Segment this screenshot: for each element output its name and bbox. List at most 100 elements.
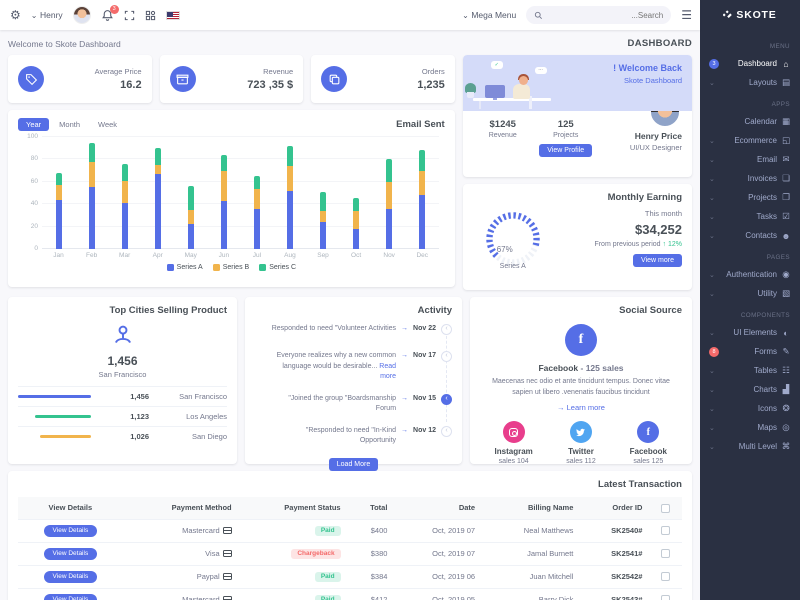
chevron-down-icon: ⌄ (709, 137, 715, 145)
y-tick-label: 20 (30, 222, 38, 230)
row-checkbox[interactable] (660, 595, 670, 600)
select-all-header (648, 497, 682, 520)
chevron-down-icon: ⌄ (709, 386, 715, 394)
sidebar-item-invoices[interactable]: ⌄ Invoices ❏ (709, 169, 791, 188)
sidebar-item-label: UI Elements (733, 328, 777, 337)
gauge-arc (485, 212, 540, 266)
x-label: Jun (218, 252, 230, 259)
column-header-payment-method: Payment Method (122, 497, 238, 520)
load-more-button[interactable]: Load More (328, 457, 379, 471)
stat-value: 1,235 (417, 79, 445, 91)
account-sales: sales 112 (566, 458, 596, 465)
learn-more-link[interactable]: → Learn more (557, 403, 605, 412)
x-label: Sep (317, 252, 329, 259)
sidebar-item-authentication[interactable]: ⌄ Authentication ◉ (709, 265, 791, 284)
hamburger-menu-icon[interactable]: ☰ (681, 8, 692, 22)
segment-series-b (88, 161, 95, 188)
bar-oct (340, 137, 373, 249)
activity-date: Nov 15 (413, 394, 436, 402)
stat-text: Revenue 723 ,35 $ (204, 67, 293, 91)
fullscreen-button[interactable] (124, 10, 135, 21)
row-checkbox[interactable] (660, 572, 670, 582)
arrow-right-icon: → (401, 325, 409, 332)
delta-value: 12% (667, 241, 682, 248)
search-input[interactable] (547, 10, 664, 20)
sidebar-item-charts[interactable]: ⌄ Charts ▟ (709, 380, 791, 399)
bar-nov (373, 137, 406, 249)
sidebar-item-ui-elements[interactable]: ⌄ UI Elements ◐ (709, 323, 791, 342)
chevron-down-icon: ⌄ (709, 79, 715, 87)
city-name: San Francisco (179, 392, 227, 401)
segment-series-b (320, 210, 327, 223)
payment-method-cell: Visa (122, 541, 238, 566)
select-all-checkbox[interactable] (660, 503, 670, 513)
user-menu[interactable]: ⌄ Henry (31, 10, 63, 20)
tab-week[interactable]: Week (98, 120, 118, 129)
view-details-button[interactable]: View Details (43, 593, 98, 600)
tab-year[interactable]: Year (18, 118, 50, 131)
view-profile-button[interactable]: View Profile (539, 144, 593, 157)
sidebar-item-left: ⌄ (709, 175, 715, 183)
tasks-icon: ☑ (782, 211, 790, 221)
row-checkbox[interactable] (660, 549, 670, 559)
gridline (42, 158, 439, 160)
maps-icon: ◎ (782, 422, 790, 432)
view-details-button[interactable]: View Details (43, 547, 98, 560)
sidebar-item-utility[interactable]: ⌄ Utility ▧ (709, 284, 791, 303)
segment-series-c (253, 176, 260, 189)
chevron-down-icon: ⌄ (709, 367, 715, 375)
chevron-down-icon: ⌄ (709, 156, 715, 164)
y-tick-label: 80 (30, 155, 38, 163)
social-account-twitter[interactable]: Twitter sales 112 (547, 421, 614, 465)
us-flag-icon language-selector[interactable] (165, 10, 180, 20)
notifications-button[interactable]: 3 (101, 4, 119, 22)
sidebar-item-calendar[interactable]: Calendar ▦ (709, 112, 791, 131)
arrow-up-icon: ↑ (662, 241, 667, 248)
status-badge: Paid (314, 594, 341, 600)
sidebar-item-tables[interactable]: ⌄ Tables ☷ (709, 361, 791, 380)
sidebar-item-left: ⌄ (709, 194, 715, 202)
order-id-cell: SK2541# (579, 541, 649, 566)
settings-gear-icon[interactable]: ⚙ (10, 8, 21, 22)
view-details-button[interactable]: View Details (43, 524, 98, 537)
social-account-facebook[interactable]: f Facebook sales 125 (615, 421, 682, 465)
breadcrumb: Welcome to Skote Dashboard DASHBOARD (8, 38, 692, 49)
column-header-payment-status: Payment Status (237, 497, 347, 520)
account-name: Facebook (629, 447, 667, 456)
sidebar-item-dashboard[interactable]: 3 Dashboard ⌂ (709, 54, 791, 73)
order-id-cell: SK2543# (579, 587, 649, 600)
sidebar-item-label: Utility (757, 289, 777, 298)
user-avatar[interactable] (72, 6, 91, 24)
map-pin-icon (114, 325, 131, 344)
read-more-link[interactable]: Read more (377, 362, 397, 381)
sidebar-item-layouts[interactable]: ⌄ Layouts ▤ (709, 73, 791, 92)
chevron-down-icon: ⌄ (709, 175, 715, 183)
segment-series-c (88, 142, 95, 162)
view-details-button[interactable]: View Details (43, 570, 98, 583)
chevron-down-icon: ⌄ (709, 213, 715, 221)
tab-month[interactable]: Month (59, 120, 81, 129)
mega-menu-button[interactable]: ⌄ Mega Menu (462, 10, 516, 20)
sidebar-item-multi-level[interactable]: ⌄ Multi Level ⌘ (709, 437, 791, 456)
stat-label: Orders (421, 67, 445, 76)
city-value: 1,456 (130, 392, 149, 401)
sidebar-item-icons[interactable]: ⌄ Icons ❂ (709, 399, 791, 418)
sidebar-item-ecommerce[interactable]: ⌄ Ecommerce ◱ (709, 131, 791, 150)
brand-logo[interactable]: SKOTE (700, 0, 800, 30)
social-account-instagram[interactable]: Instagram sales 104 (480, 421, 547, 465)
apps-grid-button[interactable] (145, 10, 156, 21)
chevron-down-icon: ⌄ (709, 405, 715, 413)
facebook-icon: f (565, 324, 597, 356)
sidebar-item-forms[interactable]: 8 Forms ✎ (709, 342, 791, 361)
home-icon: ⌂ (783, 58, 789, 69)
date-cell: Oct, 2019 05 (393, 587, 482, 600)
sidebar-item-tasks[interactable]: ⌄ Tasks ☑ (709, 207, 791, 226)
sidebar-item-contacts[interactable]: ⌄ Contacts ☻ (709, 226, 791, 245)
view-more-button[interactable]: View more (633, 254, 682, 267)
sidebar-item-email[interactable]: ⌄ Email ✉ (709, 150, 791, 169)
order-id: SK2543# (611, 595, 643, 600)
sidebar-item-projects[interactable]: ⌄ Projects ❐ (709, 188, 791, 207)
row-checkbox[interactable] (660, 526, 670, 536)
sidebar-item-maps[interactable]: ⌄ Maps ◎ (709, 418, 791, 437)
bar-apr (141, 137, 174, 249)
